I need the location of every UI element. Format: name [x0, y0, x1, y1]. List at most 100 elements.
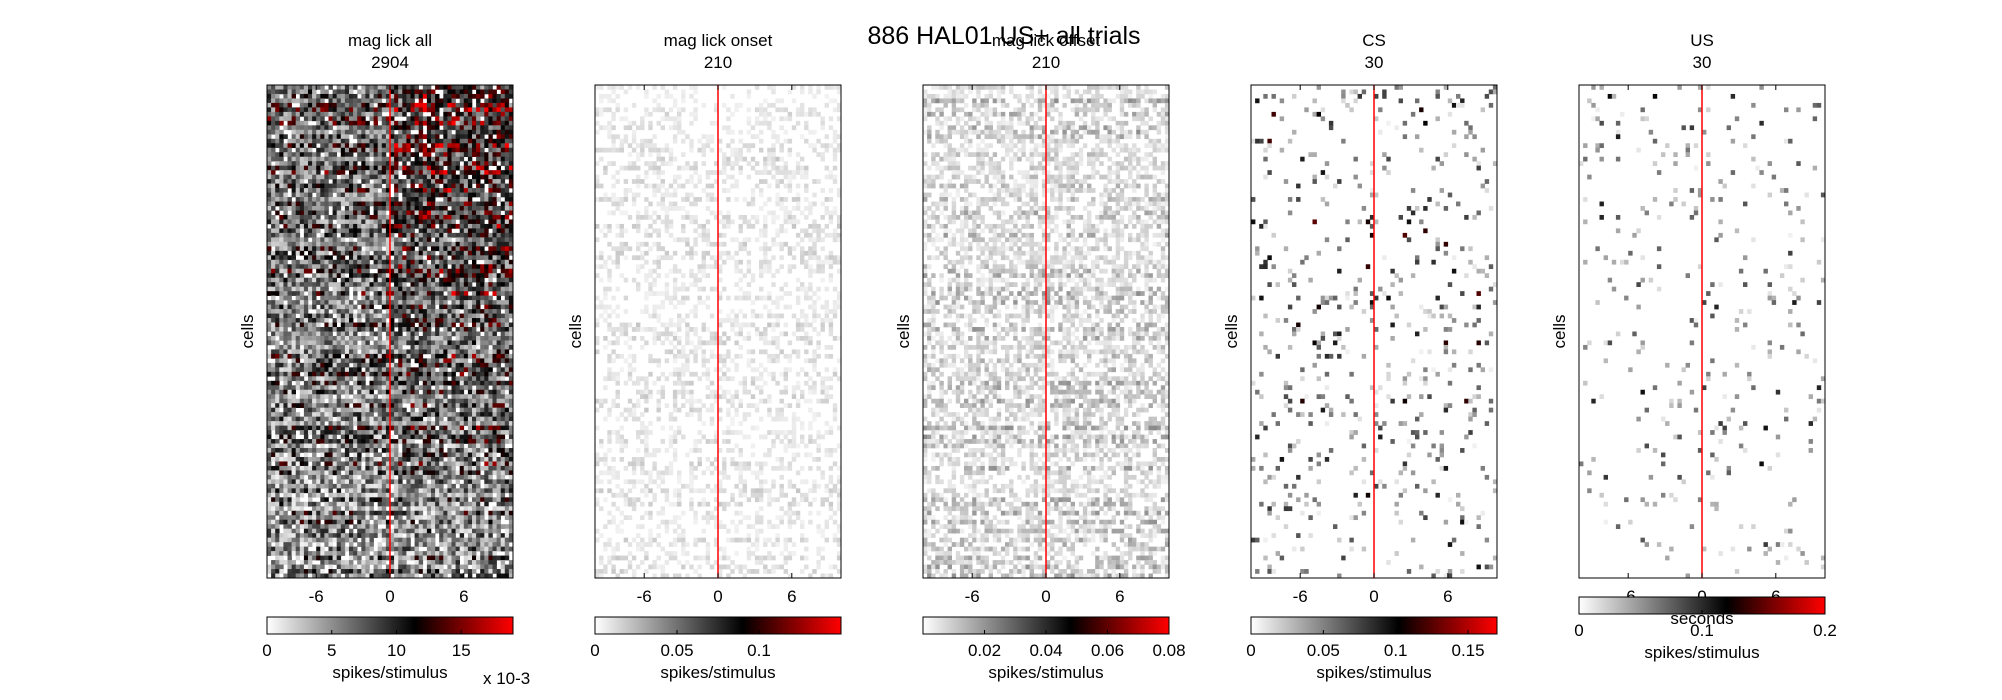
- heatmap-cell: [414, 206, 419, 211]
- heatmap-cell: [426, 197, 432, 202]
- heatmap-cell: [357, 241, 362, 247]
- heatmap-cell: [291, 309, 296, 314]
- heatmap-cell: [287, 197, 292, 202]
- heatmap-cell: [340, 439, 346, 444]
- heatmap-cell: [431, 474, 436, 480]
- heatmap-cell: [381, 129, 387, 135]
- heatmap-cell: [332, 385, 337, 391]
- heatmap-cell: [447, 483, 452, 489]
- heatmap-cell: [496, 465, 501, 471]
- heatmap-cell: [492, 214, 497, 220]
- heatmap-cell: [287, 286, 292, 292]
- heatmap-cell: [328, 439, 333, 444]
- heatmap-cell: [369, 304, 374, 310]
- heatmap-cell: [455, 161, 460, 166]
- heatmap-cell: [435, 407, 440, 413]
- heatmap-cell: [349, 273, 354, 279]
- heatmap-cell: [508, 156, 514, 162]
- heatmap-cell: [275, 107, 280, 113]
- heatmap-cell: [275, 488, 280, 494]
- heatmap-cell: [303, 322, 309, 328]
- heatmap-cell: [410, 138, 415, 144]
- heatmap-cell: [377, 143, 383, 149]
- heatmap-cell: [394, 448, 399, 453]
- heatmap-cell: [390, 201, 395, 207]
- heatmap-cell: [422, 232, 428, 238]
- heatmap-cell: [500, 89, 506, 95]
- heatmap-cell: [480, 416, 485, 422]
- heatmap-cell: [373, 470, 378, 476]
- heatmap-cell: [283, 246, 288, 252]
- heatmap-cell: [324, 120, 329, 126]
- heatmap-cell: [467, 425, 473, 431]
- heatmap-cell: [365, 470, 370, 476]
- heatmap-cell: [279, 219, 284, 225]
- heatmap-cell: [340, 116, 346, 122]
- heatmap-cell: [344, 407, 350, 413]
- heatmap-cell: [287, 219, 292, 225]
- heatmap-cell: [271, 380, 276, 386]
- heatmap-cell: [267, 398, 272, 404]
- heatmap-cell: [267, 147, 272, 153]
- heatmap-cell: [275, 93, 280, 99]
- heatmap-cell: [308, 192, 313, 198]
- heatmap-cell: [492, 362, 497, 368]
- heatmap-cell: [492, 268, 497, 274]
- heatmap-cell: [324, 255, 329, 261]
- heatmap-cell: [459, 425, 465, 431]
- heatmap-cell: [443, 421, 448, 426]
- heatmap-cell: [275, 421, 280, 426]
- heatmap-cell: [271, 282, 276, 287]
- heatmap-cell: [508, 165, 514, 171]
- heatmap-cell: [271, 331, 276, 337]
- heatmap-cell: [451, 197, 456, 202]
- heatmap-cell: [332, 179, 337, 184]
- heatmap-cell: [467, 170, 473, 175]
- heatmap-cell: [431, 412, 436, 417]
- heatmap-cell: [336, 93, 342, 99]
- heatmap-cell: [320, 300, 325, 305]
- heatmap-cell: [467, 349, 473, 355]
- heatmap-cell: [422, 403, 428, 408]
- heatmap-cell: [385, 89, 391, 95]
- heatmap-cell: [275, 111, 280, 117]
- heatmap-cell: [287, 237, 292, 243]
- heatmap-cell: [316, 273, 321, 279]
- heatmap-cell: [275, 268, 280, 274]
- heatmap-cell: [390, 421, 395, 426]
- heatmap-cell: [271, 273, 276, 279]
- heatmap-cell: [291, 246, 296, 252]
- heatmap-cell: [299, 206, 305, 211]
- heatmap-cell: [299, 192, 305, 198]
- heatmap-cell: [431, 232, 436, 238]
- heatmap-cell: [467, 313, 473, 319]
- heatmap-cell: [480, 268, 485, 274]
- heatmap-cell: [312, 456, 317, 462]
- heatmap-cell: [361, 134, 366, 140]
- heatmap-cell: [349, 425, 354, 431]
- heatmap-cell: [369, 161, 374, 166]
- heatmap-cell: [381, 156, 387, 162]
- heatmap-cell: [455, 197, 460, 202]
- heatmap-cell: [267, 443, 272, 449]
- heatmap-cell: [414, 425, 419, 431]
- heatmap-cell: [508, 327, 514, 332]
- heatmap-cell: [357, 165, 362, 171]
- heatmap-cell: [295, 318, 301, 323]
- heatmap-cell: [381, 102, 387, 108]
- heatmap-cell: [410, 219, 415, 225]
- heatmap-cell: [422, 322, 428, 328]
- heatmap-cell: [390, 362, 395, 368]
- heatmap-cell: [316, 376, 321, 382]
- heatmap-cell: [426, 421, 432, 426]
- heatmap-cell: [451, 403, 456, 408]
- heatmap-cell: [500, 237, 506, 243]
- heatmap-cell: [303, 443, 309, 449]
- heatmap-cell: [332, 434, 337, 440]
- heatmap-cell: [435, 111, 440, 117]
- heatmap-cell: [422, 120, 428, 126]
- heatmap-cell: [385, 165, 391, 171]
- heatmap-cell: [381, 192, 387, 198]
- heatmap-cell: [402, 206, 407, 211]
- heatmap-cell: [422, 188, 428, 193]
